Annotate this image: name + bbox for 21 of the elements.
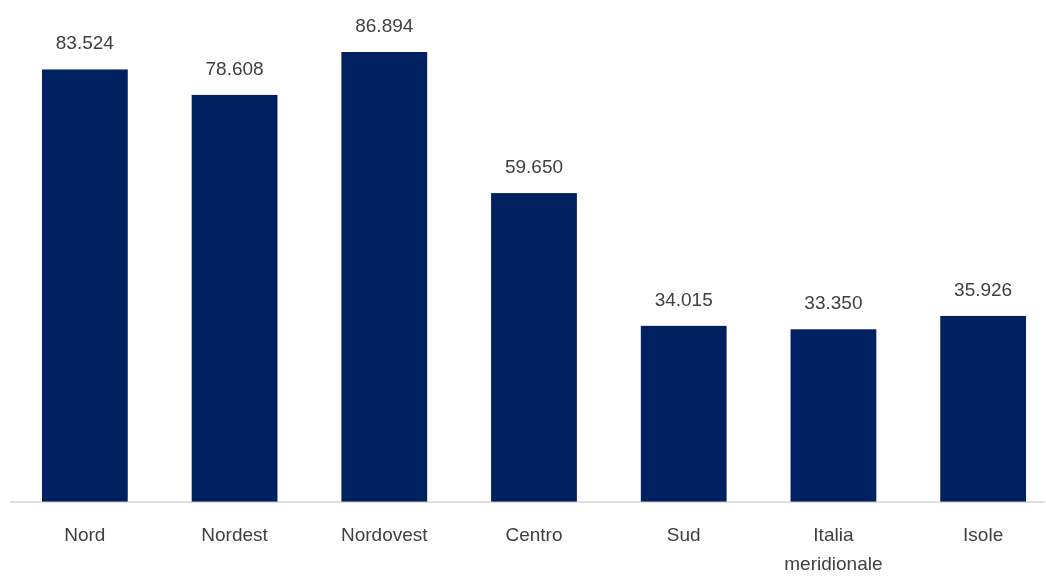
data-label: 35.926 [954, 278, 1013, 300]
data-label: 34.015 [654, 288, 713, 310]
data-label: 83.524 [55, 32, 115, 54]
bar [790, 329, 877, 502]
x-tick-label: Isole [963, 524, 1004, 545]
x-tick-label: Nordest [201, 524, 269, 545]
x-tick-label: Nord [64, 524, 106, 545]
data-label: 78.608 [205, 57, 264, 79]
bar [41, 69, 128, 502]
x-tick-label: Sud [666, 524, 701, 545]
x-tick-label: Centro [505, 524, 563, 545]
bar [191, 94, 278, 502]
bar [940, 315, 1027, 502]
bar [341, 52, 428, 502]
x-tick-label: Italia meridionale [784, 524, 883, 574]
data-label: 86.894 [355, 15, 414, 36]
x-tick-label: Nordovest [340, 524, 429, 545]
bar [640, 325, 727, 502]
bar [491, 193, 577, 502]
data-label: 59.650 [504, 156, 564, 178]
data-label: 33.350 [804, 292, 863, 314]
